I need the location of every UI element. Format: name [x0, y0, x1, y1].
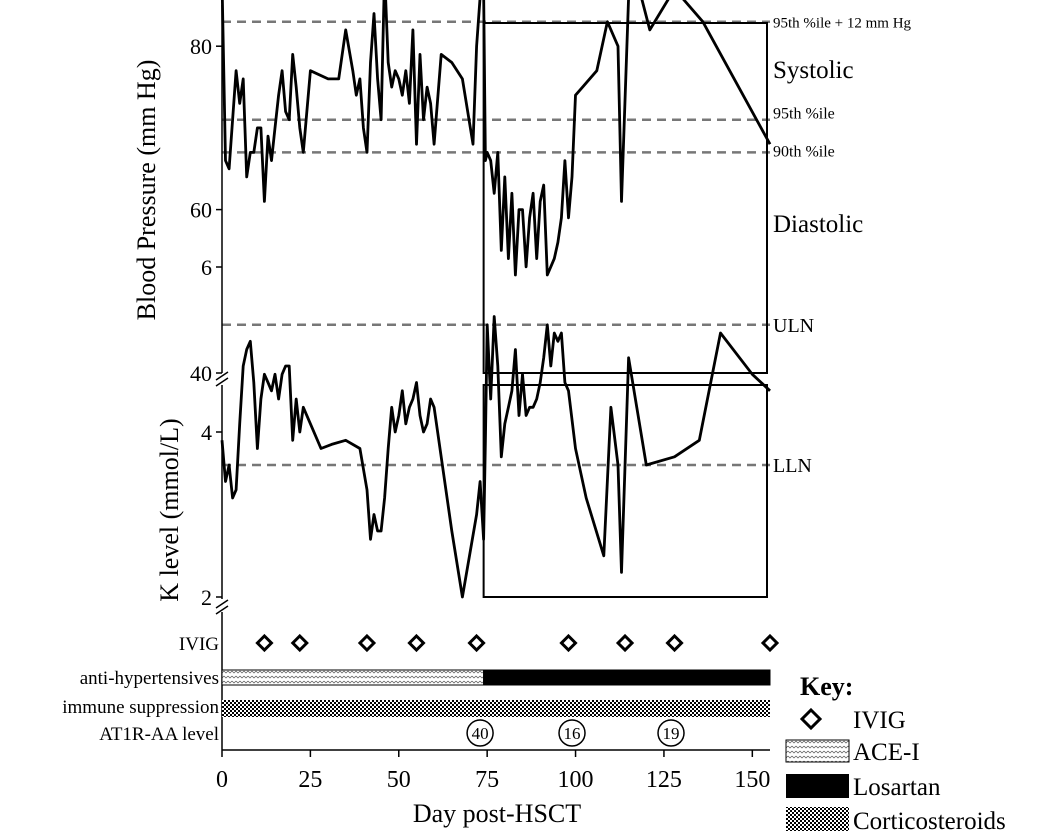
- track-label-at1r: AT1R-AA level: [99, 724, 219, 745]
- losartan-bar: [483, 669, 771, 686]
- bp-y-tick-label: 80: [190, 34, 212, 59]
- k-y-tick-label: 2: [201, 585, 212, 610]
- ivig-diamond: [255, 633, 274, 653]
- ivig-diamond: [290, 633, 309, 653]
- key-corticosteroids-swatch: [786, 807, 849, 831]
- bp-y-axis-label: Blood Pressure (mm Hg): [132, 60, 161, 321]
- track-label-ivig: IVIG: [179, 634, 219, 655]
- key-corticosteroids-label: Corticosteroids: [853, 808, 1006, 835]
- k-y-tick-label: 4: [201, 420, 212, 445]
- ivig-diamond: [467, 633, 486, 653]
- track-label-antihypertensives: anti-hypertensives: [80, 668, 219, 689]
- bp-reference-label: 95th %ile: [773, 106, 835, 123]
- key-ace-swatch: [785, 739, 850, 763]
- axis-break-mark: [215, 371, 229, 381]
- axis-break-mark: [215, 605, 229, 615]
- bp-reference-label: 95th %ile + 12 mm Hg: [773, 16, 912, 32]
- x-tick-label: 150: [734, 767, 770, 793]
- axis-break-mark: [215, 599, 229, 609]
- ivig-diamond: [407, 633, 426, 653]
- axis-break-mark: [215, 377, 229, 387]
- ivig-diamond: [760, 633, 780, 653]
- ivig-diamond: [615, 633, 635, 653]
- ace-i-bar: [221, 669, 485, 686]
- k-window-box: [482, 384, 768, 598]
- x-tick-label: 125: [646, 767, 682, 793]
- bp-series-diastolic: [220, 0, 772, 277]
- bp-window-box: [482, 22, 768, 374]
- x-tick-label: 100: [558, 767, 594, 793]
- systolic-label: Systolic: [773, 57, 854, 84]
- ivig-diamond: [357, 633, 377, 653]
- x-tick-label: 25: [298, 767, 322, 793]
- key-title: Key:: [800, 672, 853, 701]
- bp-reference-label: 90th %ile: [773, 143, 835, 160]
- diastolic-label: Diastolic: [773, 211, 863, 238]
- track-label-immune-suppression: immune suppression: [62, 697, 219, 718]
- bp-y-tick-label: 60: [190, 198, 212, 223]
- corticosteroids-bar: [222, 700, 770, 717]
- key-ivig-label: IVIG: [853, 707, 906, 734]
- at1r-aa-circle: [558, 719, 586, 747]
- x-axis-label: Day post-HSCT: [413, 799, 581, 828]
- at1r-aa-value: 19: [663, 724, 680, 743]
- at1r-aa-circle: [657, 719, 685, 747]
- at1r-aa-circle: [466, 719, 494, 747]
- x-tick-label: 75: [475, 767, 499, 793]
- k-y-axis-label: K level (mmol/L): [155, 418, 184, 601]
- x-tick-label: 0: [216, 767, 228, 793]
- k-y-tick-label: 6: [201, 255, 212, 280]
- at1r-aa-value: 16: [564, 724, 581, 743]
- ivig-diamond: [559, 633, 578, 653]
- k-level-series: [220, 315, 771, 599]
- k-reference-label: LLN: [773, 455, 812, 477]
- at1r-aa-value: 40: [472, 724, 489, 743]
- key-losartan-label: Losartan: [853, 774, 941, 801]
- key-losartan-swatch: [786, 774, 849, 798]
- key-ace-label: ACE-I: [853, 739, 920, 766]
- bp-y-tick-label: 40: [190, 361, 212, 386]
- key-ivig-symbol: [799, 707, 823, 731]
- ivig-diamond: [665, 633, 684, 653]
- k-reference-label: ULN: [773, 315, 814, 337]
- x-tick-label: 50: [387, 767, 411, 793]
